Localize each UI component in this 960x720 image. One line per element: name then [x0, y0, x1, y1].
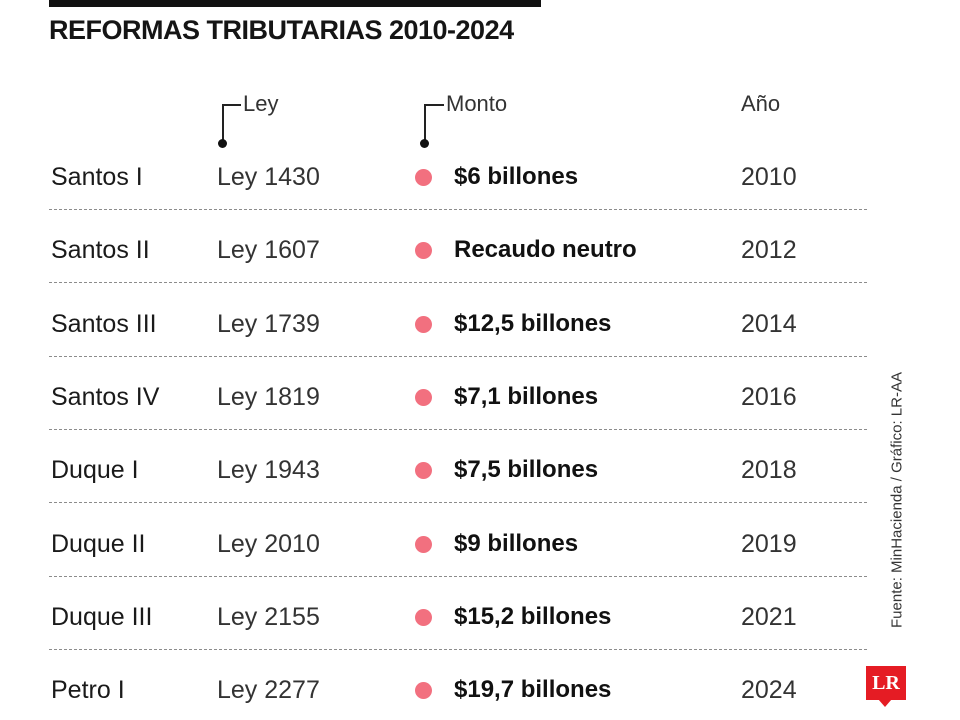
- amount-bullet-dot: [415, 462, 432, 479]
- source-credit: Fuente: MinHacienda / Gráfico: LR-AA: [888, 372, 906, 628]
- amount-bullet-dot: [415, 536, 432, 553]
- amount-value: Recaudo neutro: [454, 236, 637, 263]
- row-separator: [49, 209, 867, 210]
- president-name: Duque II: [51, 530, 146, 558]
- table-row: Duque III Ley 2155 $15,2 billones 2021: [0, 597, 960, 637]
- law-number: Ley 2277: [217, 676, 320, 704]
- row-separator: [49, 502, 867, 503]
- president-name: Santos III: [51, 310, 157, 338]
- year-value: 2024: [741, 676, 797, 704]
- law-number: Ley 1943: [217, 456, 320, 484]
- table-row: Santos III Ley 1739 $12,5 billones 2014: [0, 304, 960, 344]
- amount-value: $19,7 billones: [454, 676, 612, 703]
- row-separator: [49, 576, 867, 577]
- header-ley: Ley: [243, 91, 279, 116]
- amount-bullet-dot: [415, 389, 432, 406]
- year-value: 2012: [741, 236, 797, 264]
- lr-logo-tail: [878, 699, 892, 707]
- year-value: 2016: [741, 383, 797, 411]
- header-monto-marker-dot: [420, 139, 429, 148]
- amount-bullet-dot: [415, 242, 432, 259]
- table-row: Santos IV Ley 1819 $7,1 billones 2016: [0, 377, 960, 417]
- chart-title: REFORMAS TRIBUTARIAS 2010-2024: [49, 15, 514, 45]
- table-row: Duque I Ley 1943 $7,5 billones 2018: [0, 450, 960, 490]
- president-name: Duque I: [51, 456, 139, 484]
- header-anio: Año: [741, 91, 781, 116]
- row-separator: [49, 356, 867, 357]
- header-ley-bracket-h: [222, 104, 241, 106]
- law-number: Ley 2155: [217, 603, 320, 631]
- table-row: Duque II Ley 2010 $9 billones 2019: [0, 524, 960, 564]
- lr-logo: LR: [866, 666, 906, 700]
- row-separator: [49, 429, 867, 430]
- law-number: Ley 1819: [217, 383, 320, 411]
- year-value: 2021: [741, 603, 797, 631]
- table-row: Santos II Ley 1607 Recaudo neutro 2012: [0, 230, 960, 270]
- president-name: Santos IV: [51, 383, 160, 411]
- amount-value: $6 billones: [454, 163, 579, 190]
- header-monto: Monto: [446, 91, 508, 116]
- year-value: 2010: [741, 163, 797, 191]
- table-row: Santos I Ley 1430 $6 billones 2010: [0, 157, 960, 197]
- header-ley-marker-dot: [218, 139, 227, 148]
- president-name: Santos I: [51, 163, 143, 191]
- president-name: Duque III: [51, 603, 153, 631]
- law-number: Ley 1739: [217, 310, 320, 338]
- amount-value: $12,5 billones: [454, 310, 612, 337]
- year-value: 2019: [741, 530, 797, 558]
- header-monto-bracket-h: [424, 104, 444, 106]
- president-name: Petro I: [51, 676, 125, 704]
- row-separator: [49, 649, 867, 650]
- year-value: 2018: [741, 456, 797, 484]
- amount-bullet-dot: [415, 682, 432, 699]
- header-monto-bracket-v: [424, 104, 426, 142]
- year-value: 2014: [741, 310, 797, 338]
- law-number: Ley 2010: [217, 530, 320, 558]
- president-name: Santos II: [51, 236, 150, 264]
- amount-value: $7,5 billones: [454, 456, 599, 483]
- amount-bullet-dot: [415, 316, 432, 333]
- law-number: Ley 1430: [217, 163, 320, 191]
- law-number: Ley 1607: [217, 236, 320, 264]
- amount-bullet-dot: [415, 609, 432, 626]
- amount-bullet-dot: [415, 169, 432, 186]
- table-row: Petro I Ley 2277 $19,7 billones 2024: [0, 670, 960, 710]
- top-rule: [49, 0, 541, 7]
- amount-value: $9 billones: [454, 530, 579, 557]
- row-separator: [49, 282, 867, 283]
- amount-value: $15,2 billones: [454, 603, 612, 630]
- amount-value: $7,1 billones: [454, 383, 599, 410]
- header-ley-bracket-v: [222, 104, 224, 142]
